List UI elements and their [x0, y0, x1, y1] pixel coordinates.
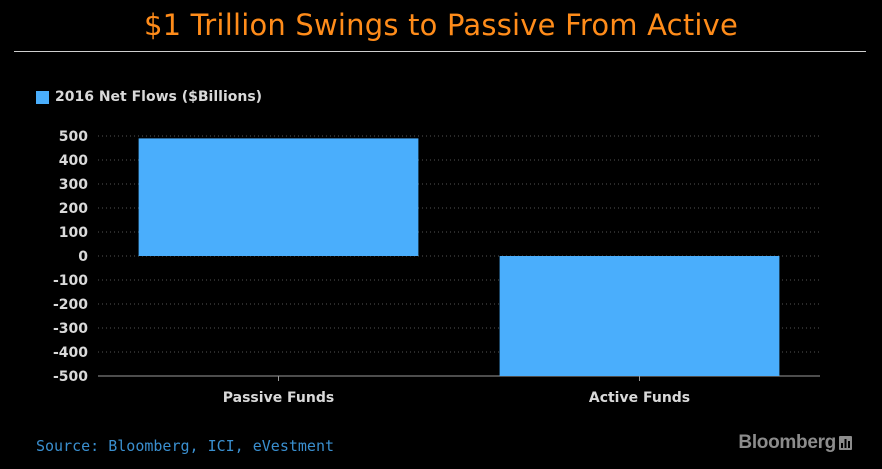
y-tick-label: -200 [53, 297, 88, 313]
source-note: Source: Bloomberg, ICI, eVestment [36, 437, 335, 455]
legend: 2016 Net Flows ($Billions) [36, 89, 262, 105]
y-tick-label: 500 [59, 129, 88, 145]
x-tick-label: Passive Funds [223, 390, 334, 406]
x-tick-label: Active Funds [589, 390, 690, 406]
y-tick-label: -400 [53, 345, 88, 361]
bar [499, 256, 780, 376]
y-tick-label: 100 [59, 225, 88, 241]
y-tick-label: 400 [59, 153, 88, 169]
chart-title: $1 Trillion Swings to Passive From Activ… [143, 8, 739, 42]
title-divider [14, 51, 866, 52]
y-tick-label: 200 [59, 201, 88, 217]
legend-label: 2016 Net Flows ($Billions) [55, 89, 263, 105]
y-tick-label: -100 [53, 273, 88, 289]
y-tick-label: 0 [78, 249, 88, 265]
y-tick-label: 300 [59, 177, 88, 193]
bar-chart-icon [839, 436, 852, 450]
legend-swatch [36, 90, 49, 104]
y-tick-label: -300 [53, 321, 88, 337]
bar [138, 138, 419, 256]
y-tick-label: -500 [53, 369, 88, 385]
brand-logo: Bloomberg [738, 432, 836, 453]
